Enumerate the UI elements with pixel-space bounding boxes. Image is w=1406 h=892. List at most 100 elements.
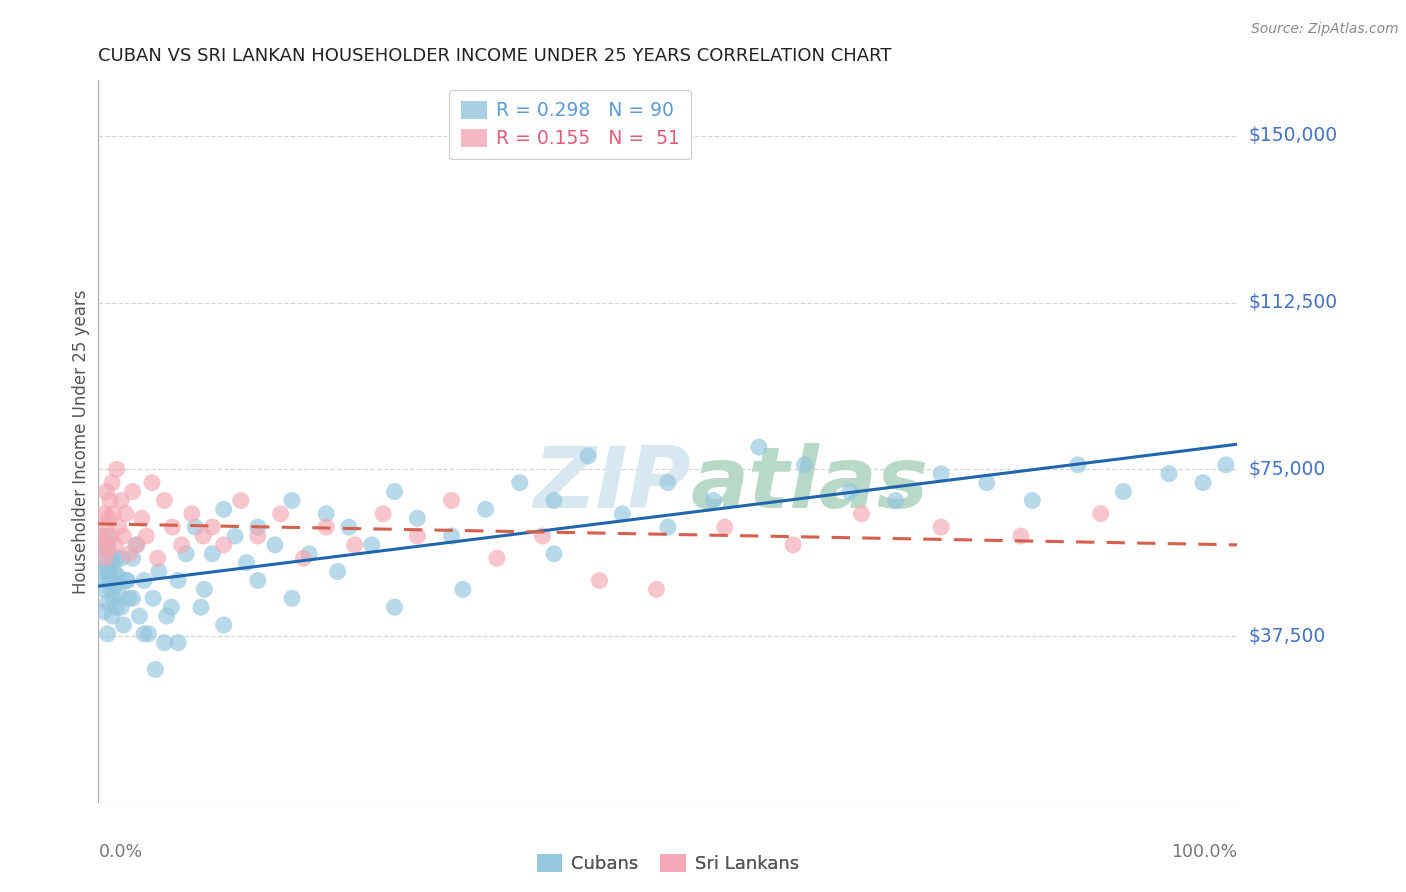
Cubans xyxy=(212,618,235,632)
Cubans xyxy=(1192,475,1215,490)
Cubans xyxy=(104,578,127,592)
Sri Lankans xyxy=(292,551,315,566)
Cubans xyxy=(235,556,257,570)
Cubans xyxy=(125,538,148,552)
Sri Lankans xyxy=(201,520,224,534)
Sri Lankans xyxy=(108,520,131,534)
Cubans xyxy=(543,493,565,508)
Sri Lankans xyxy=(371,507,394,521)
Text: CUBAN VS SRI LANKAN HOUSEHOLDER INCOME UNDER 25 YEARS CORRELATION CHART: CUBAN VS SRI LANKAN HOUSEHOLDER INCOME U… xyxy=(98,47,891,65)
Cubans xyxy=(105,600,128,615)
Cubans xyxy=(612,507,634,521)
Sri Lankans xyxy=(315,520,337,534)
Cubans xyxy=(1067,458,1090,472)
Text: 0.0%: 0.0% xyxy=(98,843,142,861)
Text: Source: ZipAtlas.com: Source: ZipAtlas.com xyxy=(1251,22,1399,37)
Text: ZIP: ZIP xyxy=(533,443,690,526)
Sri Lankans xyxy=(531,529,554,543)
Cubans xyxy=(156,609,179,624)
Sri Lankans xyxy=(100,529,122,543)
Cubans xyxy=(167,574,190,588)
Cubans xyxy=(142,591,165,606)
Sri Lankans xyxy=(153,493,176,508)
Text: $112,500: $112,500 xyxy=(1249,293,1337,312)
Sri Lankans xyxy=(94,520,117,534)
Cubans xyxy=(96,627,118,641)
Sri Lankans xyxy=(714,520,737,534)
Cubans xyxy=(929,467,952,481)
Cubans xyxy=(105,551,128,566)
Cubans xyxy=(193,582,215,597)
Sri Lankans xyxy=(104,538,127,552)
Sri Lankans xyxy=(121,484,143,499)
Text: 100.0%: 100.0% xyxy=(1171,843,1237,861)
Text: $75,000: $75,000 xyxy=(1249,460,1326,479)
Cubans xyxy=(107,569,129,583)
Cubans xyxy=(110,600,132,615)
Sri Lankans xyxy=(94,551,117,566)
Sri Lankans xyxy=(440,493,463,508)
Cubans xyxy=(793,458,815,472)
Cubans xyxy=(108,587,131,601)
Cubans xyxy=(657,520,679,534)
Cubans xyxy=(384,600,406,615)
Cubans xyxy=(264,538,287,552)
Sri Lankans xyxy=(91,538,114,552)
Cubans xyxy=(884,493,907,508)
Cubans xyxy=(110,551,132,566)
Cubans xyxy=(702,493,724,508)
Cubans xyxy=(97,565,120,579)
Cubans xyxy=(337,520,360,534)
Legend: Cubans, Sri Lankans: Cubans, Sri Lankans xyxy=(530,847,806,880)
Text: $150,000: $150,000 xyxy=(1249,127,1337,145)
Cubans xyxy=(474,502,496,516)
Cubans xyxy=(440,529,463,543)
Sri Lankans xyxy=(180,507,202,521)
Sri Lankans xyxy=(486,551,509,566)
Cubans xyxy=(138,627,160,641)
Cubans xyxy=(1021,493,1043,508)
Cubans xyxy=(148,565,170,579)
Cubans xyxy=(103,565,125,579)
Sri Lankans xyxy=(127,538,149,552)
Sri Lankans xyxy=(929,520,952,534)
Text: $37,500: $37,500 xyxy=(1249,626,1326,646)
Sri Lankans xyxy=(96,542,118,557)
Cubans xyxy=(91,551,114,566)
Sri Lankans xyxy=(112,529,135,543)
Sri Lankans xyxy=(343,538,366,552)
Cubans xyxy=(145,662,167,676)
Cubans xyxy=(115,574,138,588)
Cubans xyxy=(315,507,337,521)
Cubans xyxy=(246,574,269,588)
Cubans xyxy=(1112,484,1135,499)
Cubans xyxy=(190,600,212,615)
Sri Lankans xyxy=(782,538,804,552)
Cubans xyxy=(101,609,124,624)
Cubans xyxy=(1157,467,1180,481)
Cubans xyxy=(93,582,115,597)
Sri Lankans xyxy=(101,475,124,490)
Sri Lankans xyxy=(135,529,157,543)
Cubans xyxy=(451,582,474,597)
Cubans xyxy=(174,547,197,561)
Sri Lankans xyxy=(96,484,118,499)
Cubans xyxy=(212,502,235,516)
Y-axis label: Householder Income Under 25 years: Householder Income Under 25 years xyxy=(72,289,90,594)
Cubans xyxy=(96,560,118,574)
Cubans xyxy=(281,493,304,508)
Cubans xyxy=(839,484,862,499)
Cubans xyxy=(246,520,269,534)
Cubans xyxy=(128,609,150,624)
Cubans xyxy=(90,565,112,579)
Cubans xyxy=(100,582,122,597)
Sri Lankans xyxy=(146,551,169,566)
Cubans xyxy=(298,547,321,561)
Cubans xyxy=(93,542,115,557)
Sri Lankans xyxy=(131,511,153,525)
Sri Lankans xyxy=(103,507,125,521)
Sri Lankans xyxy=(229,493,252,508)
Cubans xyxy=(101,556,124,570)
Cubans xyxy=(96,538,118,552)
Cubans xyxy=(112,618,135,632)
